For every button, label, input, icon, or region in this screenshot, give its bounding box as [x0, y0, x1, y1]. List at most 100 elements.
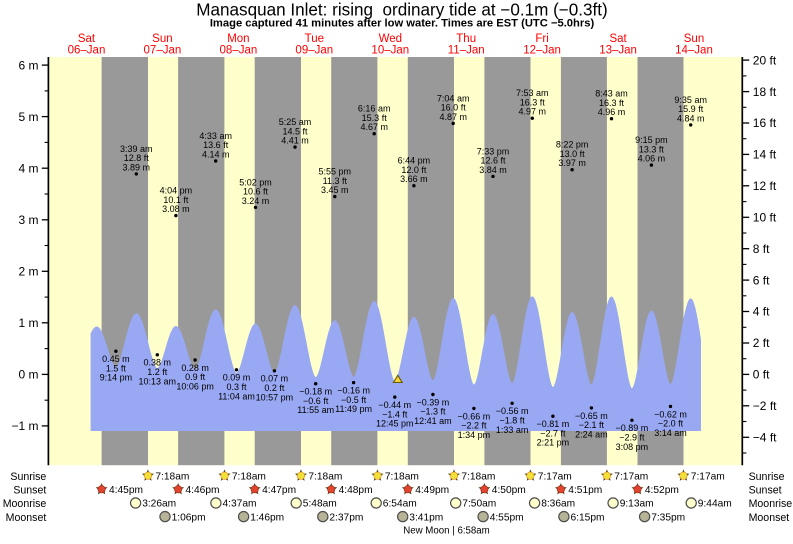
svg-text:4.41 m: 4.41 m [281, 136, 309, 146]
svg-text:10:57 pm: 10:57 pm [256, 392, 294, 402]
svg-text:3.24 m: 3.24 m [242, 196, 270, 206]
svg-text:2:37pm: 2:37pm [329, 512, 363, 523]
svg-text:8:43 am: 8:43 am [595, 89, 628, 99]
svg-text:10:06 pm: 10:06 pm [176, 382, 214, 392]
svg-text:Moonrise: Moonrise [3, 498, 47, 510]
svg-text:7:18am: 7:18am [461, 471, 495, 482]
svg-text:Wed: Wed [379, 33, 402, 45]
svg-text:2:21 pm: 2:21 pm [537, 438, 570, 448]
svg-text:12.0 ft: 12.0 ft [401, 165, 427, 175]
svg-text:−2.7 ft: −2.7 ft [540, 428, 566, 438]
svg-text:−0.18 m: −0.18 m [299, 387, 332, 397]
svg-text:8:22 pm: 8:22 pm [556, 140, 589, 150]
svg-text:0.45 m: 0.45 m [102, 354, 130, 364]
svg-text:Sat: Sat [609, 33, 627, 45]
svg-text:4 m: 4 m [18, 161, 38, 175]
svg-text:−1 m: −1 m [11, 419, 38, 433]
svg-text:Sunrise: Sunrise [10, 471, 46, 483]
svg-text:Sunrise: Sunrise [749, 471, 785, 483]
svg-text:9:14 pm: 9:14 pm [100, 373, 133, 383]
svg-text:7:17am: 7:17am [691, 471, 725, 482]
svg-text:−2.1 ft: −2.1 ft [579, 420, 605, 430]
svg-text:3.89 m: 3.89 m [123, 162, 151, 172]
svg-text:4:55pm: 4:55pm [490, 512, 524, 523]
svg-text:0.2 ft: 0.2 ft [264, 383, 285, 393]
svg-text:4:50pm: 4:50pm [492, 485, 526, 496]
svg-text:4:51pm: 4:51pm [568, 485, 602, 496]
svg-text:11:49 pm: 11:49 pm [335, 404, 372, 414]
svg-text:−0.5 ft: −0.5 ft [341, 395, 367, 405]
svg-text:−1.8 ft: −1.8 ft [499, 416, 525, 426]
svg-text:06–Jan: 06–Jan [68, 44, 106, 56]
svg-text:15.3 ft: 15.3 ft [362, 113, 388, 123]
svg-text:−0.66 m: −0.66 m [458, 411, 491, 421]
svg-text:12.8 ft: 12.8 ft [124, 153, 150, 163]
svg-text:14–Jan: 14–Jan [675, 44, 713, 56]
svg-text:7:33 pm: 7:33 pm [477, 146, 510, 156]
svg-text:4:46pm: 4:46pm [186, 485, 220, 496]
svg-text:4:37am: 4:37am [223, 499, 257, 510]
svg-text:−0.44 m: −0.44 m [378, 400, 411, 410]
svg-text:4.84 m: 4.84 m [677, 113, 705, 123]
svg-text:9:13am: 9:13am [620, 499, 654, 510]
svg-text:12.6 ft: 12.6 ft [480, 156, 506, 166]
svg-text:0.9 ft: 0.9 ft [185, 372, 206, 382]
svg-text:Sat: Sat [78, 33, 96, 45]
svg-text:1:46pm: 1:46pm [250, 512, 284, 523]
svg-text:7:18am: 7:18am [385, 471, 419, 482]
svg-text:14.5 ft: 14.5 ft [282, 126, 308, 136]
svg-text:7:18am: 7:18am [308, 471, 342, 482]
svg-text:7:53 am: 7:53 am [516, 88, 549, 98]
svg-text:2 m: 2 m [18, 265, 38, 279]
svg-text:−4 ft: −4 ft [753, 431, 777, 445]
svg-text:−1.3 ft: −1.3 ft [420, 407, 446, 417]
svg-text:Sunset: Sunset [13, 485, 46, 497]
svg-text:5:48am: 5:48am [303, 499, 337, 510]
svg-text:Moonset: Moonset [749, 512, 790, 524]
svg-text:−1.4 ft: −1.4 ft [382, 409, 408, 419]
svg-text:2:24 am: 2:24 am [575, 429, 608, 439]
svg-text:18 ft: 18 ft [753, 85, 777, 99]
svg-text:7:17am: 7:17am [614, 471, 648, 482]
svg-text:12:45 pm: 12:45 pm [376, 419, 414, 429]
svg-text:4.97 m: 4.97 m [519, 107, 547, 117]
svg-text:3.08 m: 3.08 m [162, 204, 190, 214]
svg-text:1:34 pm: 1:34 pm [458, 430, 491, 440]
svg-text:12:41 am: 12:41 am [414, 416, 452, 426]
svg-text:6:44 pm: 6:44 pm [398, 156, 431, 166]
svg-text:7:35pm: 7:35pm [651, 512, 685, 523]
svg-text:4:49pm: 4:49pm [415, 485, 449, 496]
svg-text:5 m: 5 m [18, 110, 38, 124]
svg-text:Moonset: Moonset [6, 512, 47, 524]
svg-text:6 m: 6 m [18, 58, 38, 72]
svg-text:4:48pm: 4:48pm [339, 485, 373, 496]
svg-text:1 m: 1 m [18, 316, 38, 330]
svg-text:4:47pm: 4:47pm [262, 485, 296, 496]
svg-text:4.87 m: 4.87 m [439, 112, 467, 122]
svg-text:13.6 ft: 13.6 ft [203, 140, 229, 150]
svg-text:13.0 ft: 13.0 ft [560, 149, 586, 159]
svg-text:3.45 m: 3.45 m [321, 185, 349, 195]
svg-text:4 ft: 4 ft [753, 305, 770, 319]
svg-text:−0.6 ft: −0.6 ft [303, 396, 329, 406]
svg-text:3:26am: 3:26am [142, 499, 176, 510]
svg-text:3.97 m: 3.97 m [558, 158, 586, 168]
svg-text:8 ft: 8 ft [753, 242, 770, 256]
svg-text:4:45pm: 4:45pm [109, 485, 143, 496]
svg-text:2 ft: 2 ft [753, 336, 770, 350]
svg-text:1.2 ft: 1.2 ft [147, 367, 168, 377]
svg-text:4:52pm: 4:52pm [645, 485, 679, 496]
svg-text:6:15pm: 6:15pm [571, 512, 605, 523]
svg-text:1:06pm: 1:06pm [172, 512, 206, 523]
svg-text:10 ft: 10 ft [753, 211, 777, 225]
svg-text:3:14 am: 3:14 am [654, 428, 687, 438]
svg-text:3:39 am: 3:39 am [120, 144, 153, 154]
svg-text:0.07 m: 0.07 m [261, 374, 289, 384]
svg-text:0 m: 0 m [18, 368, 38, 382]
svg-text:Manasquan Inlet: rising ordin: Manasquan Inlet: rising ordinary tide at… [196, 1, 607, 20]
svg-text:10.1 ft: 10.1 ft [163, 195, 189, 205]
svg-text:−0.62 m: −0.62 m [654, 409, 687, 419]
svg-text:6:54am: 6:54am [383, 499, 417, 510]
svg-text:Fri: Fri [535, 33, 548, 45]
svg-text:7:17am: 7:17am [538, 471, 572, 482]
